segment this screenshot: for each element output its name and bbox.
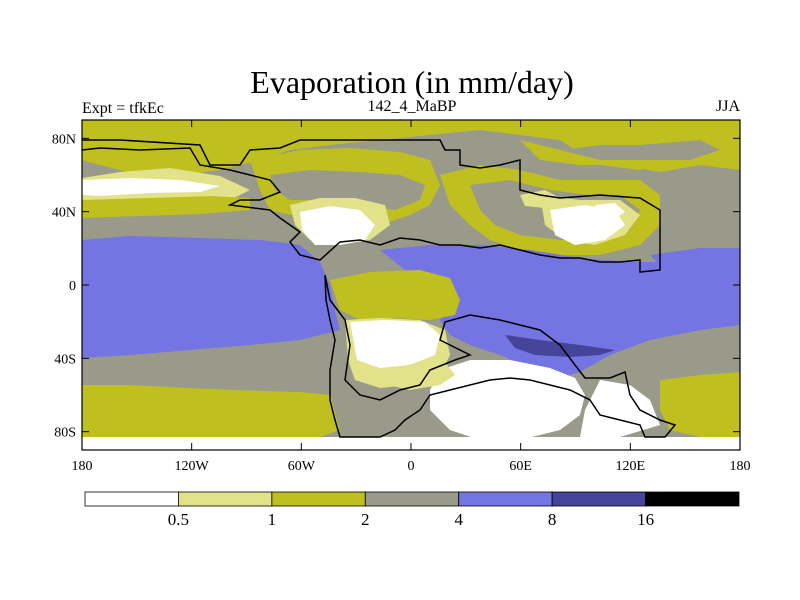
colorbar-label-0: 0.5 [168, 510, 189, 529]
southeast-yellow [660, 372, 740, 437]
coastline-north-landmass [82, 139, 661, 273]
southern-ocean-gray [82, 350, 345, 395]
southern-pale-fringe [385, 362, 455, 390]
coastlines [82, 139, 677, 438]
southern-continent-yellow [330, 270, 460, 320]
north-pacific-white-band [82, 178, 220, 196]
lon-tick-label-5: 120E [616, 459, 646, 474]
left-label: Expt = tfkEc [82, 100, 164, 117]
colorbar-box-5 [551, 491, 646, 507]
tethys-blue-band [380, 245, 740, 378]
colorbar-box-6 [645, 491, 740, 507]
lon-tick-label-1: 120W [175, 459, 210, 474]
north-polar-yellow-band [82, 120, 740, 175]
chart-title: Evaporation (in mm/day) [250, 64, 573, 100]
colorbar-label-3: 4 [454, 510, 463, 529]
lon-tick-label-4: 60E [509, 459, 532, 474]
lat-tick-label-4: 80S [54, 426, 76, 441]
southern-ocean-yellow [82, 385, 340, 437]
lat-tick-label-2: 0 [69, 279, 76, 294]
colorbar-label-5: 16 [637, 510, 654, 529]
latitude-axis: 80N 40N 0 40S 80S [52, 132, 740, 441]
colorbar-box-0 [84, 491, 179, 507]
colorbar: 0.5 1 2 4 8 16 [84, 491, 740, 529]
arctic-gray-patch [560, 140, 720, 160]
southern-continent-white-south [430, 360, 585, 440]
east-pacific-blue-band [650, 248, 740, 270]
lat-tick-label-3: 40S [54, 352, 76, 367]
lat-tick-label-0: 80N [52, 132, 76, 147]
north-america-gray-core [270, 170, 425, 210]
coastline-southern-landmass [324, 274, 677, 438]
lon-tick-label-6: 180 [730, 459, 751, 474]
colorbar-box-4 [458, 491, 553, 507]
center-label: 142_4_MaBP [368, 98, 457, 115]
eurasia-white-spot [595, 203, 625, 220]
colorbar-box-3 [364, 491, 460, 507]
north-pacific-yellow-strip [82, 196, 250, 218]
north-america-desert-white [300, 206, 375, 245]
lon-tick-label-3: 0 [408, 459, 415, 474]
tropical-ocean-blue-band [82, 236, 340, 358]
right-label: JJA [716, 98, 740, 115]
eurasia-pale-north [520, 190, 560, 208]
map-plot-area [82, 120, 740, 450]
colorbar-label-1: 1 [268, 510, 277, 529]
colorbar-box-2 [271, 491, 366, 507]
colorbar-label-2: 2 [361, 510, 370, 529]
lon-tick-label-0: 180 [72, 459, 93, 474]
lat-tick-label-1: 40N [52, 206, 76, 221]
longitude-axis: 180 120W 60W 0 60E 120E 180 [72, 120, 751, 474]
colorbar-box-1 [178, 491, 273, 507]
colorbar-label-4: 8 [548, 510, 557, 529]
southeast-gray [630, 338, 740, 380]
southeast-white-patch [580, 380, 660, 437]
southern-continent-white [350, 320, 440, 368]
lon-tick-label-2: 60W [288, 459, 316, 474]
